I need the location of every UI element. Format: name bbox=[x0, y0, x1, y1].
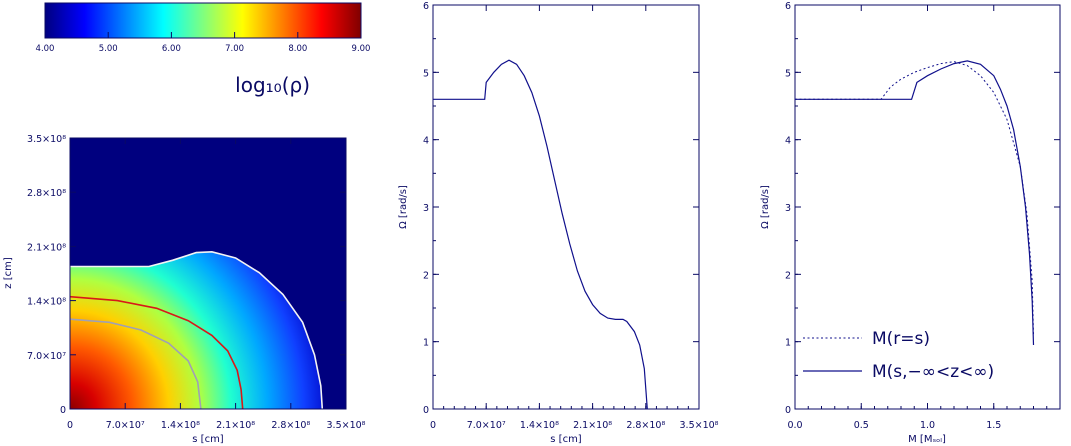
colorbar-tick-label: 8.00 bbox=[288, 44, 307, 54]
y-tick-label: 3 bbox=[785, 203, 791, 214]
omega-s-panel: 0 7.0×10⁷ 1.4×10⁸ 2.1×10⁸ 2.8×10⁸ 3.5×10⁸ 0 1 2 3… bbox=[398, 1, 719, 445]
legend: M(r=s) M(s,−∞<z<∞) bbox=[803, 329, 994, 382]
y-tick-label: 3 bbox=[423, 203, 429, 214]
omega-s-lines bbox=[433, 59, 648, 409]
omega-m-lines bbox=[795, 60, 1035, 346]
x-tick-label: 7.0×10⁷ bbox=[106, 420, 145, 431]
y-tick-label: 5 bbox=[785, 68, 791, 79]
x-tick-label: 0.0 bbox=[787, 420, 802, 431]
y-tick-label: 3.5×10⁸ bbox=[27, 134, 66, 145]
y-tick-label: 6 bbox=[785, 1, 791, 12]
contour-white bbox=[70, 250, 324, 409]
colorbar: 4.00 5.00 6.00 7.00 8.00 9.00 log₁₀(ρ) bbox=[36, 2, 371, 97]
colorbar-gradient bbox=[44, 2, 362, 39]
x-tick-label: 2.8×10⁸ bbox=[271, 420, 310, 431]
x-tick-label: 1.0 bbox=[920, 420, 935, 431]
y-tick-label: 2 bbox=[423, 270, 429, 281]
contour-gray bbox=[70, 318, 202, 409]
density-xlabel: s [cm] bbox=[192, 434, 224, 445]
y-tick-label: 5 bbox=[423, 68, 429, 79]
x-tick-label: 1.4×10⁸ bbox=[161, 420, 200, 431]
colorbar-tick-label: 9.00 bbox=[352, 44, 371, 54]
x-tick-label: 2.1×10⁸ bbox=[573, 420, 612, 431]
x-tick-label: 1.5 bbox=[986, 420, 1001, 431]
omega-m-axes: 0.0 0.5 1.0 1.5 0 1 2 3 4 5 6 bbox=[785, 1, 1061, 431]
y-tick-label: 7.0×10⁷ bbox=[27, 351, 66, 362]
series-line-m-r-s bbox=[795, 61, 1034, 335]
x-tick-label: 3.5×10⁸ bbox=[680, 420, 719, 431]
omega-s-axes: 0 7.0×10⁷ 1.4×10⁸ 2.1×10⁸ 2.8×10⁸ 3.5×10⁸ 0 1 2 3… bbox=[423, 1, 719, 431]
omega-s-series-line bbox=[433, 59, 648, 409]
colorbar-ticks: 4.00 5.00 6.00 7.00 8.00 9.00 bbox=[36, 32, 371, 54]
omega-m-xlabel: M [Mₛₒₗ] bbox=[908, 434, 946, 445]
legend-label-m-s-z: M(s,−∞<z<∞) bbox=[872, 362, 994, 382]
legend-label-m-r-s: M(r=s) bbox=[872, 329, 930, 349]
omega-m-ylabel: Ω [rad/s] bbox=[760, 185, 771, 229]
colorbar-tick-label: 4.00 bbox=[36, 44, 55, 54]
x-tick-label: 2.8×10⁸ bbox=[626, 420, 665, 431]
y-tick-label: 4 bbox=[423, 136, 429, 147]
x-tick-label: 1.4×10⁸ bbox=[520, 420, 559, 431]
omega-s-frame bbox=[432, 4, 700, 410]
colorbar-tick-label: 7.00 bbox=[225, 44, 244, 54]
y-tick-label: 1 bbox=[423, 338, 429, 349]
density-frame bbox=[69, 137, 347, 410]
density-contours bbox=[70, 250, 324, 409]
series-line-m-s-z bbox=[795, 60, 1035, 346]
x-tick-label: 0 bbox=[67, 420, 73, 431]
colorbar-tick-label: 5.00 bbox=[99, 44, 118, 54]
colorbar-label: log₁₀(ρ) bbox=[235, 73, 310, 97]
x-tick-label: 3.5×10⁸ bbox=[327, 420, 366, 431]
contour-red bbox=[70, 295, 244, 409]
density-panel: 0 7.0×10⁷ 1.4×10⁸ 2.1×10⁸ 2.8×10⁸ 3.5×10⁸ 0 7.0… bbox=[3, 134, 366, 445]
density-field bbox=[70, 251, 323, 409]
x-tick-label: 0 bbox=[430, 420, 436, 431]
omega-m-panel: 0.0 0.5 1.0 1.5 0 1 2 3 4 5 6 M [Mₛₒₗ] Ω [rad/s] M… bbox=[760, 1, 1061, 445]
y-tick-label: 2.8×10⁸ bbox=[27, 188, 66, 199]
y-tick-label: 0 bbox=[785, 405, 791, 416]
y-tick-label: 0 bbox=[423, 405, 429, 416]
y-tick-label: 2 bbox=[785, 270, 791, 281]
density-axes: 0 7.0×10⁷ 1.4×10⁸ 2.1×10⁸ 2.8×10⁸ 3.5×10⁸ 0 7.0… bbox=[27, 134, 366, 431]
omega-s-xlabel: s [cm] bbox=[550, 434, 582, 445]
density-ylabel: z [cm] bbox=[3, 257, 14, 289]
y-tick-label: 0 bbox=[60, 405, 66, 416]
y-tick-label: 4 bbox=[785, 136, 791, 147]
x-tick-label: 7.0×10⁷ bbox=[467, 420, 506, 431]
colorbar-tick-label: 6.00 bbox=[162, 44, 181, 54]
x-tick-label: 0.5 bbox=[854, 420, 869, 431]
y-tick-label: 2.1×10⁸ bbox=[27, 242, 66, 253]
y-tick-label: 6 bbox=[423, 1, 429, 12]
omega-s-ylabel: Ω [rad/s] bbox=[398, 185, 409, 229]
x-tick-label: 2.1×10⁸ bbox=[216, 420, 255, 431]
y-tick-label: 1 bbox=[785, 338, 791, 349]
y-tick-label: 1.4×10⁸ bbox=[27, 297, 66, 308]
